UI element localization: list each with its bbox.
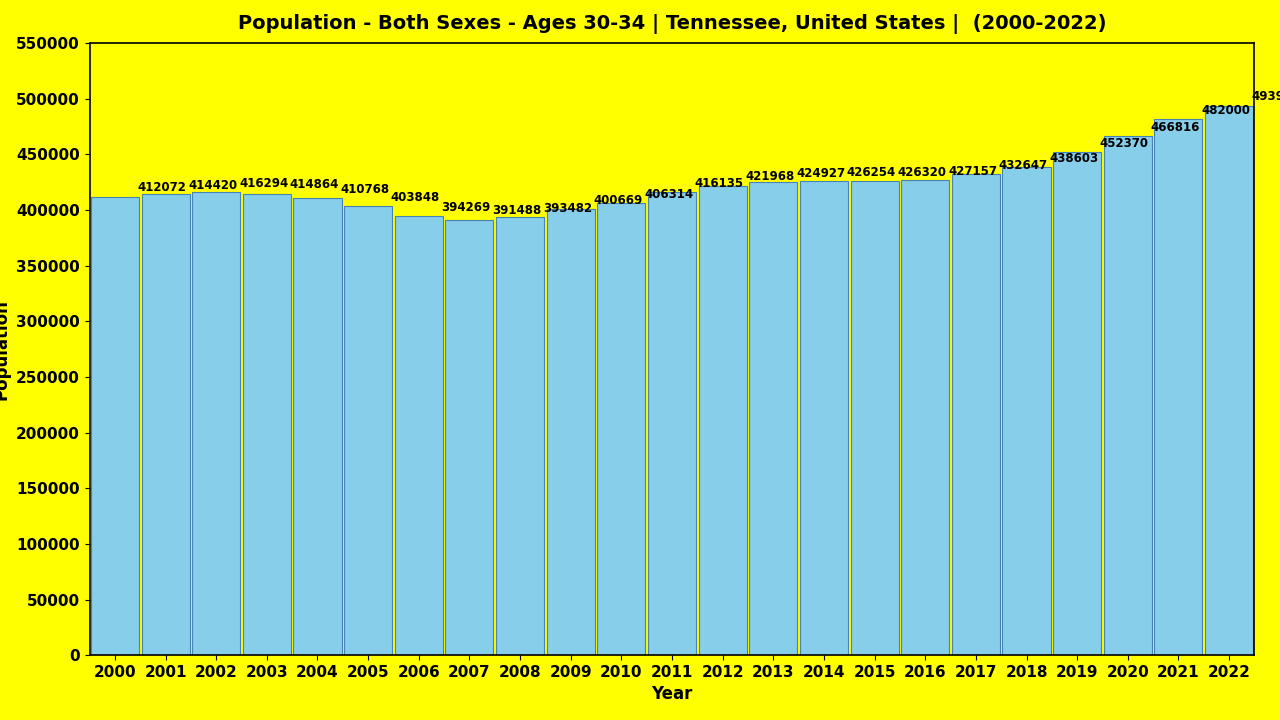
Text: 452370: 452370 xyxy=(1100,137,1149,150)
Text: 493987: 493987 xyxy=(1252,90,1280,103)
Text: 426254: 426254 xyxy=(847,166,896,179)
Text: 414864: 414864 xyxy=(289,179,339,192)
Bar xyxy=(598,203,645,655)
Text: 424927: 424927 xyxy=(796,167,845,180)
Y-axis label: Population: Population xyxy=(0,299,10,400)
Bar xyxy=(293,198,342,655)
Text: 432647: 432647 xyxy=(998,158,1048,171)
Title: Population - Both Sexes - Ages 30-34 | Tennessee, United States |  (2000-2022): Population - Both Sexes - Ages 30-34 | T… xyxy=(238,14,1106,35)
Text: 466816: 466816 xyxy=(1151,120,1199,133)
Bar xyxy=(91,197,140,655)
Bar xyxy=(850,181,899,655)
Bar xyxy=(142,194,189,655)
Bar xyxy=(547,210,595,655)
Bar xyxy=(1155,119,1202,655)
Text: 394269: 394269 xyxy=(442,202,490,215)
Bar xyxy=(800,181,847,655)
Bar xyxy=(1103,136,1152,655)
Bar xyxy=(901,180,950,655)
Text: 406314: 406314 xyxy=(644,188,694,201)
X-axis label: Year: Year xyxy=(652,685,692,703)
Text: 412072: 412072 xyxy=(138,181,187,194)
Text: 416294: 416294 xyxy=(239,176,288,190)
Text: 403848: 403848 xyxy=(390,191,440,204)
Text: 391488: 391488 xyxy=(493,204,541,217)
Bar xyxy=(1053,152,1101,655)
Bar xyxy=(952,174,1000,655)
Bar xyxy=(749,182,797,655)
Bar xyxy=(699,186,746,655)
Text: 438603: 438603 xyxy=(1050,152,1098,165)
Bar xyxy=(648,192,696,655)
Bar xyxy=(497,217,544,655)
Bar xyxy=(344,206,392,655)
Bar xyxy=(1204,106,1253,655)
Bar xyxy=(394,217,443,655)
Bar xyxy=(1002,167,1051,655)
Bar xyxy=(445,220,494,655)
Text: 416135: 416135 xyxy=(695,177,744,190)
Text: 414420: 414420 xyxy=(188,179,238,192)
Text: 410768: 410768 xyxy=(340,183,389,196)
Text: 421968: 421968 xyxy=(745,171,795,184)
Bar xyxy=(243,194,291,655)
Text: 426320: 426320 xyxy=(897,166,946,179)
Text: 393482: 393482 xyxy=(543,202,591,215)
Text: 482000: 482000 xyxy=(1201,104,1251,117)
Bar xyxy=(192,192,241,655)
Text: 400669: 400669 xyxy=(594,194,643,207)
Text: 427157: 427157 xyxy=(948,165,997,178)
